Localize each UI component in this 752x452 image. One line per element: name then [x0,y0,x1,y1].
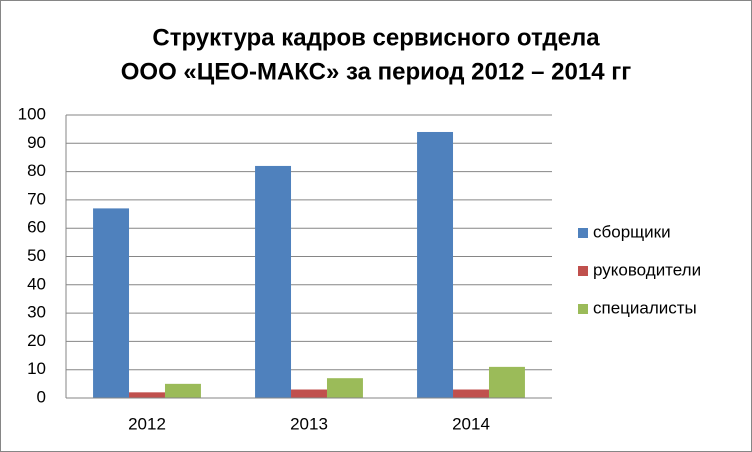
bar [129,392,165,398]
x-tick-label: 2013 [290,414,328,433]
bar [488,366,525,398]
y-tick-label: 100 [18,104,46,123]
y-tick-label: 10 [27,359,46,378]
bar [164,383,201,398]
y-tick-label: 30 [27,303,46,322]
y-tick-label: 40 [27,274,46,293]
bar [417,131,454,399]
y-tick-label: 50 [27,246,46,265]
legend-swatch [578,266,588,276]
x-tick-label: 2012 [128,414,166,433]
bar [453,389,489,398]
y-tick-label: 60 [27,218,46,237]
x-tick-label: 2014 [452,414,490,433]
y-tick-label: 80 [27,161,46,180]
bar [255,165,292,398]
bar [93,208,130,398]
legend-swatch [578,228,588,238]
legend-label: специалисты [593,298,697,317]
y-tick-label: 20 [27,331,46,350]
chart-title: ООО «ЦЕО-МАКС» за период 2012 – 2014 гг [121,58,631,85]
y-tick-label: 70 [27,189,46,208]
legend-swatch [578,304,588,314]
bar [291,389,327,398]
bar [326,378,363,398]
y-tick-label: 0 [37,387,46,406]
legend-label: сборщики [593,222,671,241]
chart-title: Структура кадров сервисного отдела [152,24,600,51]
y-tick-label: 90 [27,133,46,152]
legend-label: руководители [593,260,701,279]
